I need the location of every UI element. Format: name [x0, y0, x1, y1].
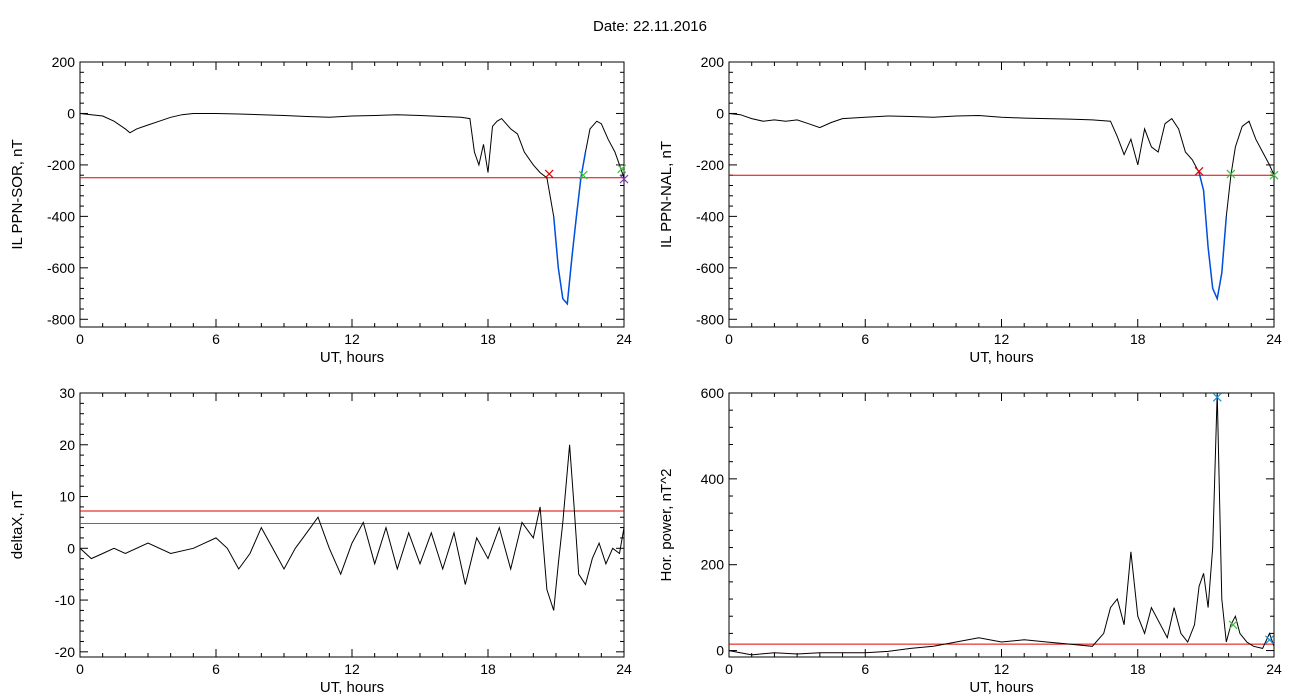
marker-cross-stroke — [578, 170, 588, 180]
x-tick-label: 24 — [1266, 661, 1282, 677]
series-line — [79, 113, 625, 305]
y-tick-label: -800 — [696, 311, 724, 327]
marker-cross-stroke — [619, 174, 629, 184]
marker-cross — [578, 170, 588, 180]
x-tick-label: 6 — [212, 661, 220, 677]
y-tick-label: 30 — [59, 385, 75, 401]
y-tick-label: 0 — [67, 105, 75, 121]
marker-cross-stroke — [1265, 635, 1274, 645]
marker-cross — [1194, 166, 1204, 176]
x-tick-label: 24 — [1266, 331, 1282, 347]
y-tick-label: -20 — [55, 644, 75, 660]
highlight-series-line — [552, 151, 587, 306]
x-tick-label: 18 — [480, 661, 496, 677]
y-tick-label: 20 — [59, 437, 75, 453]
y-tick-label: 600 — [701, 385, 725, 401]
y-tick-label: -200 — [47, 157, 75, 173]
x-tick-label: 12 — [994, 331, 1010, 347]
plot-frame — [79, 61, 625, 328]
marker-cross-stroke — [1212, 392, 1222, 402]
y-axis-label: Hor. power, nT^2 — [658, 469, 675, 582]
panel-il-ppn-nal: 0 6 12 18 24 200 0 -200 -400 -600 -800 UT, hours IL … — [658, 54, 1282, 366]
y-tick-label: 0 — [716, 643, 724, 659]
x-tick-label: 18 — [480, 331, 496, 347]
marker-cross-stroke — [1226, 169, 1236, 179]
x-tick-label: 24 — [616, 331, 632, 347]
y-tick-label: 200 — [52, 54, 76, 70]
series-line — [728, 392, 1275, 656]
y-tick-label: -200 — [696, 157, 724, 173]
marker-cross-stroke — [1269, 170, 1279, 180]
x-tick-label: 0 — [76, 661, 84, 677]
panel-deltax: 0 6 12 18 24 30 20 10 0 -10 -20 UT, hours deltaX, nT — [9, 385, 632, 696]
x-tick-label: 12 — [994, 661, 1010, 677]
highlight-series-line — [1198, 172, 1228, 302]
x-tick-label: 24 — [616, 661, 632, 677]
y-tick-label: 400 — [701, 471, 725, 487]
y-tick-label: 200 — [701, 54, 725, 70]
marker-cross — [544, 169, 554, 179]
y-axis-label: deltaX, nT — [9, 491, 26, 559]
x-tick-label: 6 — [861, 661, 869, 677]
y-tick-label: -800 — [47, 311, 75, 327]
y-tick-label: -10 — [55, 592, 75, 608]
y-tick-label: 10 — [59, 489, 75, 505]
plot-frame — [79, 392, 625, 658]
y-axis-label: IL PPN-SOR, nT — [9, 139, 26, 249]
x-axis-label: UT, hours — [320, 349, 384, 366]
series-line — [79, 444, 625, 611]
x-axis-label: UT, hours — [969, 349, 1033, 366]
marker-cross — [1269, 170, 1279, 180]
plot-frame — [728, 61, 1275, 328]
figure-title: Date: 22.11.2016 — [593, 18, 707, 35]
marker-cross-stroke — [617, 164, 627, 174]
marker-cross — [1212, 392, 1222, 402]
y-tick-label: -600 — [47, 260, 75, 276]
y-tick-label: -600 — [696, 260, 724, 276]
marker-cross — [619, 174, 629, 184]
marker-cross — [1226, 169, 1236, 179]
y-tick-label: 0 — [716, 105, 724, 121]
x-tick-label: 0 — [725, 661, 733, 677]
y-tick-label: -400 — [696, 208, 724, 224]
panel-hor-power: 0 6 12 18 24 600 400 200 0 UT, hours Hor. power, n… — [658, 385, 1282, 696]
x-tick-label: 6 — [212, 331, 220, 347]
x-tick-label: 6 — [861, 331, 869, 347]
marker-cross — [617, 164, 627, 174]
x-axis-label: UT, hours — [320, 679, 384, 696]
marker-cross-stroke — [1228, 620, 1238, 630]
x-tick-label: 0 — [76, 331, 84, 347]
y-axis-label: IL PPN-NAL, nT — [658, 141, 675, 248]
y-tick-label: 200 — [701, 557, 725, 573]
x-axis-label: UT, hours — [969, 679, 1033, 696]
series-line — [728, 113, 1275, 301]
marker-cross-stroke — [544, 169, 554, 179]
marker-cross — [1265, 635, 1274, 645]
x-tick-label: 0 — [725, 331, 733, 347]
x-tick-label: 18 — [1130, 331, 1146, 347]
marker-cross — [1228, 620, 1238, 630]
marker-cross-stroke — [1194, 166, 1204, 176]
x-tick-label: 12 — [344, 331, 360, 347]
plot-frame — [728, 392, 1275, 658]
panel-il-ppn-sor: 0 6 12 18 24 200 0 -200 -400 -600 -800 UT, hours IL … — [9, 54, 632, 366]
x-tick-label: 18 — [1130, 661, 1146, 677]
y-tick-label: 0 — [67, 540, 75, 556]
y-tick-label: -400 — [47, 208, 75, 224]
x-tick-label: 12 — [344, 661, 360, 677]
